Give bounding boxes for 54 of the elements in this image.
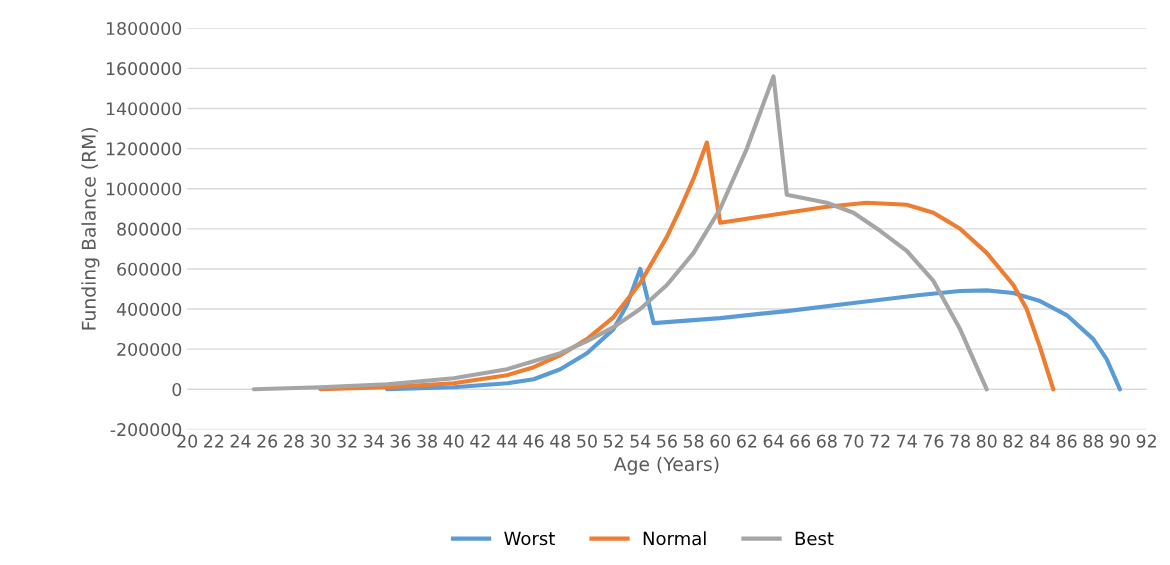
x-tick-label: 84 <box>1030 434 1051 448</box>
x-tick-label: 36 <box>390 434 411 448</box>
x-tick-label: 92 <box>1136 434 1156 448</box>
x-tick-label: 34 <box>364 434 384 448</box>
x-tick-label: 82 <box>1003 434 1023 448</box>
y-tick-label: 0 <box>172 383 182 397</box>
x-tick-label: 28 <box>284 434 304 448</box>
x-tick-label: 70 <box>843 434 864 448</box>
line-series <box>318 140 1056 392</box>
x-tick-label: 48 <box>550 434 571 448</box>
legend-label: Best <box>795 531 834 546</box>
y-axis-title: Funding Balance (RM) <box>81 127 100 330</box>
x-tick-label: 56 <box>657 434 677 448</box>
x-tick-label: 60 <box>710 434 731 448</box>
x-tick-label: 26 <box>257 434 278 448</box>
legend-label: Worst <box>504 531 555 546</box>
x-tick-label: 46 <box>523 434 544 448</box>
x-tick-label: 50 <box>577 434 597 448</box>
x-tick-label: 76 <box>923 434 944 448</box>
line-series <box>384 266 1123 392</box>
x-tick-label: 78 <box>950 434 970 448</box>
y-tick-label: 1600000 <box>106 62 182 76</box>
y-tick-label: 1800000 <box>106 21 182 36</box>
x-tick-label: 52 <box>603 434 623 448</box>
x-tick-label: 62 <box>737 434 757 448</box>
line-series <box>251 74 989 392</box>
x-tick-label: 54 <box>630 434 651 448</box>
y-tick-label: 1400000 <box>106 102 182 116</box>
x-tick-label: 86 <box>1056 434 1077 448</box>
y-tick-label: 1000000 <box>106 182 182 196</box>
x-tick-label: 38 <box>417 434 437 448</box>
y-tick-label: 800000 <box>117 222 182 236</box>
y-tick-label: 400000 <box>116 302 182 316</box>
x-tick-label: 90 <box>1110 434 1130 448</box>
x-tick-label: 24 <box>230 434 251 448</box>
x-tick-label: 40 <box>443 434 464 448</box>
y-tick-label: 600000 <box>117 262 182 276</box>
x-tick-label: 30 <box>310 434 331 448</box>
x-tick-label: 44 <box>496 434 518 448</box>
x-tick-label: 58 <box>683 434 704 448</box>
x-tick-label: 88 <box>1083 434 1104 448</box>
x-tick-label: 72 <box>870 434 890 448</box>
x-tick-label: 68 <box>816 434 837 448</box>
x-tick-label: 66 <box>790 434 811 448</box>
y-tick-label: 1200000 <box>106 142 182 156</box>
x-tick-label: 80 <box>976 434 997 448</box>
x-tick-label: 64 <box>763 434 784 448</box>
legend-label: Normal <box>643 531 706 546</box>
x-tick-label: 32 <box>337 434 357 448</box>
x-tick-label: 74 <box>897 434 917 448</box>
y-tick-label: 200000 <box>117 342 182 357</box>
x-axis-title: Age (Years) <box>613 456 719 475</box>
x-tick-label: 42 <box>470 434 490 448</box>
x-tick-label: 22 <box>204 434 224 448</box>
